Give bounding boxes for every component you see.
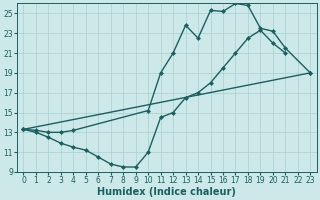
X-axis label: Humidex (Indice chaleur): Humidex (Indice chaleur) bbox=[98, 187, 236, 197]
